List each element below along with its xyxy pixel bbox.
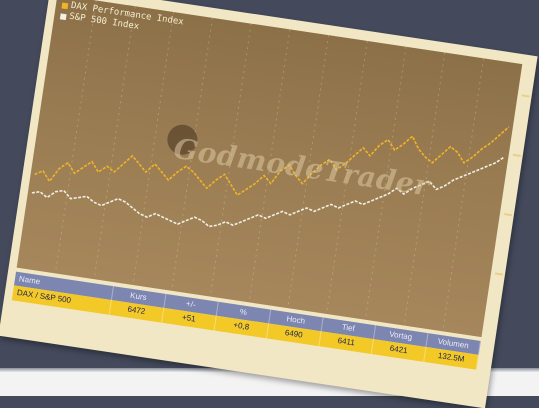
legend-swatch-sp500 [59,12,67,20]
grid-line [364,46,407,320]
grid-line [287,35,330,309]
line-chart [31,0,510,332]
grid-line [209,23,252,297]
grid-line [442,58,485,332]
plot-area: GodmodeTrader DAX Performance Index S&P … [16,0,523,338]
grid-line [403,52,446,326]
right-axis-tick [503,213,512,217]
legend-swatch-dax [61,1,69,9]
grid-line [54,0,97,274]
series-line-1 [31,156,505,228]
right-axis-tick [521,94,530,98]
right-axis-tick [512,153,521,157]
grid-line [132,11,175,286]
grid-line [93,6,136,280]
grid-line [171,17,213,291]
right-axis-tick [494,272,504,276]
grid-line [326,40,368,315]
grid-line [248,29,291,303]
series-line-0 [34,126,510,197]
